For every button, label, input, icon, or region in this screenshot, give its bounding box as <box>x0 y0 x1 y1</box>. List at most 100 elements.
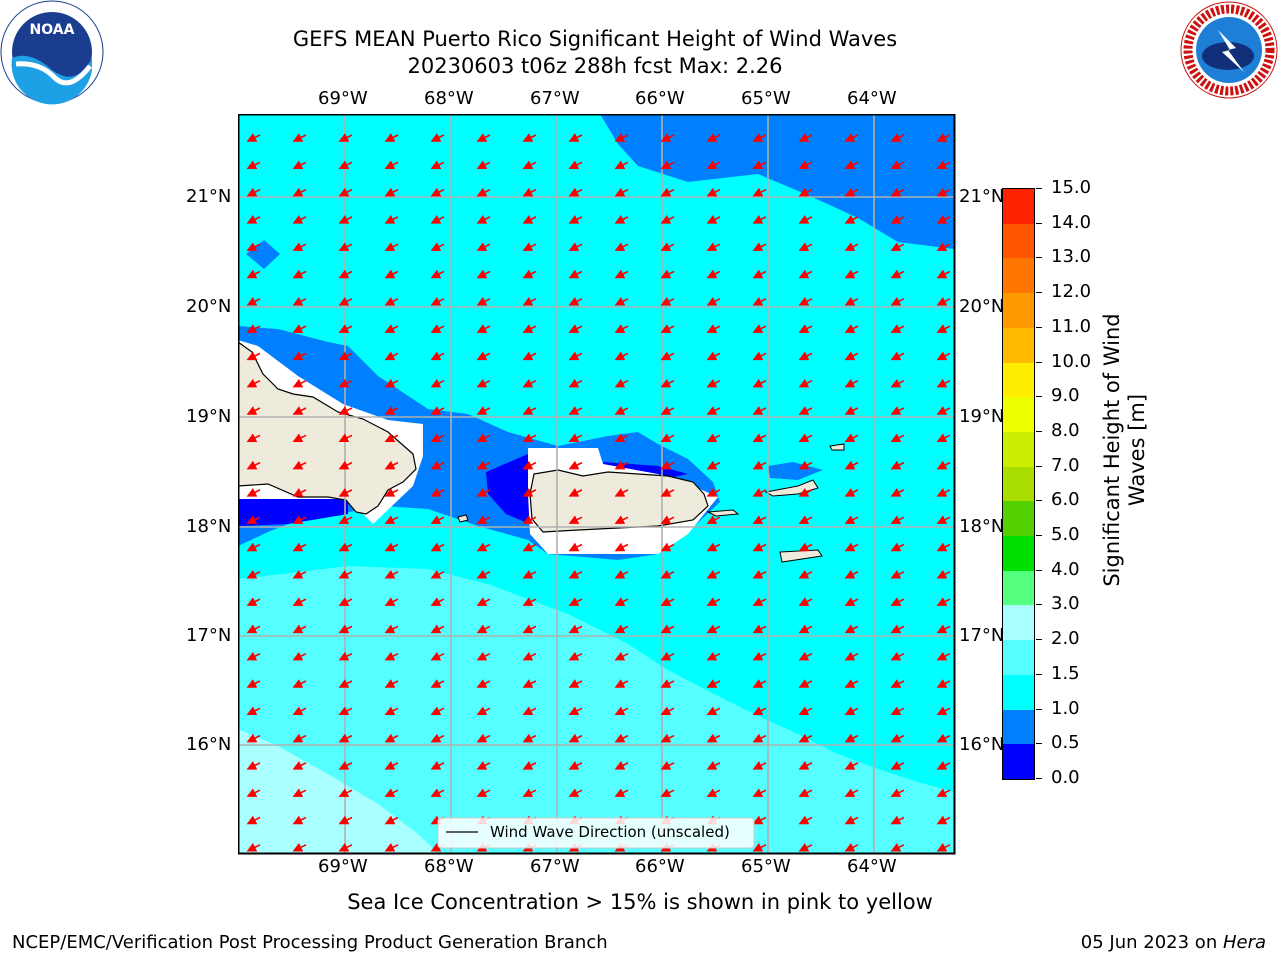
colorbar-tick-label: 13.0 <box>1051 246 1092 268</box>
colorbar-tick-label: 5.0 <box>1051 524 1080 546</box>
wave-direction-arrow <box>798 187 813 197</box>
colorbar-tick-label: 11.0 <box>1051 315 1092 337</box>
wave-direction-arrow <box>614 406 629 415</box>
colorbar-tick-label: 15.0 <box>1051 177 1092 198</box>
wave-direction-arrow <box>568 351 583 361</box>
wave-direction-arrow <box>246 406 261 415</box>
wave-direction-arrow <box>568 187 583 197</box>
colorbar-tick-mark <box>1036 188 1042 189</box>
wave-direction-arrow <box>246 133 261 142</box>
colorbar-segment <box>1003 536 1034 571</box>
wave-direction-arrow <box>384 488 399 497</box>
wave-direction-arrow <box>292 569 307 579</box>
wave-direction-arrow <box>338 460 353 470</box>
wave-direction-arrow <box>430 269 445 279</box>
wave-direction-arrow <box>522 433 537 443</box>
wave-direction-arrow <box>936 187 951 197</box>
wave-direction-arrow <box>844 133 859 142</box>
wave-direction-arrow <box>568 433 583 443</box>
wave-direction-arrow <box>706 324 721 333</box>
wave-direction-arrow <box>292 269 307 279</box>
wave-direction-arrow <box>936 569 951 579</box>
wave-direction-arrow <box>890 269 905 279</box>
wave-direction-arrow <box>384 406 399 415</box>
wave-direction-arrow <box>936 815 951 825</box>
wave-direction-arrow <box>522 406 537 415</box>
wave-direction-arrow <box>936 296 951 306</box>
wave-direction-arrow <box>430 324 445 333</box>
wave-direction-arrow <box>936 378 951 388</box>
wave-direction-arrow <box>844 215 859 224</box>
wave-direction-arrow <box>568 406 583 415</box>
wave-direction-arrow <box>246 160 261 170</box>
wave-direction-arrow <box>936 515 951 524</box>
wave-direction-arrow <box>706 788 721 797</box>
wave-direction-arrow <box>614 515 629 524</box>
wave-direction-arrow <box>614 351 629 361</box>
wave-direction-arrow <box>476 351 491 361</box>
wave-direction-arrow <box>384 242 399 251</box>
wave-direction-arrow <box>522 733 537 743</box>
wave-direction-arrow <box>522 324 537 333</box>
wave-direction-arrow <box>752 242 767 251</box>
wave-direction-arrow <box>338 269 353 279</box>
wave-direction-arrow <box>936 242 951 251</box>
wave-direction-arrow <box>246 215 261 224</box>
lon-label-top-64W: 64°W <box>847 88 897 109</box>
wave-direction-arrow <box>706 706 721 716</box>
wave-direction-arrow <box>430 296 445 306</box>
colorbar-tick-label: 0.5 <box>1051 732 1080 754</box>
wave-direction-arrow <box>522 542 537 552</box>
lat-label-right-20N: 20°N <box>959 296 1005 317</box>
wave-direction-arrow <box>338 378 353 388</box>
colorbar-segment <box>1003 327 1034 363</box>
wave-direction-arrow <box>706 187 721 197</box>
lat-label-left-18N: 18°N <box>186 516 232 537</box>
wave-direction-arrow <box>522 242 537 251</box>
colorbar-tick-mark <box>1036 361 1042 363</box>
wave-direction-arrow <box>752 597 767 606</box>
wave-direction-arrow <box>246 706 261 716</box>
colorbar-tick-label: 8.0 <box>1051 419 1080 441</box>
colorbar-tick-mark <box>1036 673 1042 675</box>
wave-direction-arrow <box>798 679 813 688</box>
wave-direction-arrow <box>338 651 353 661</box>
colorbar-segment <box>1003 640 1034 675</box>
wave-direction-arrow <box>844 815 859 825</box>
wave-direction-arrow <box>890 624 905 634</box>
colorbar-tick-mark <box>1036 396 1042 398</box>
wave-direction-arrow <box>798 351 813 361</box>
wave-direction-arrow <box>798 569 813 579</box>
wave-direction-arrow <box>660 706 675 716</box>
wave-direction-arrow <box>844 706 859 716</box>
wave-direction-arrow <box>246 378 261 388</box>
colorbar-tick-label: 6.0 <box>1051 489 1080 511</box>
wave-direction-arrow <box>568 242 583 251</box>
chart-subtitle: 20230603 t06z 288h fcst Max: 2.26 <box>407 54 783 78</box>
wave-direction-arrow <box>844 242 859 251</box>
wave-direction-arrow <box>292 460 307 470</box>
wave-direction-arrow <box>890 761 905 770</box>
wave-direction-arrow <box>660 351 675 361</box>
wave-direction-arrow <box>246 269 261 279</box>
wave-direction-arrow <box>568 733 583 743</box>
wave-direction-arrow <box>844 651 859 661</box>
colorbar-segment <box>1003 397 1034 432</box>
wave-direction-arrow <box>798 788 813 797</box>
colorbar-tick-label: 4.0 <box>1051 558 1080 580</box>
wave-direction-arrow <box>292 761 307 770</box>
colorbar-tick-mark <box>1036 465 1042 467</box>
colorbar-tick-mark <box>1036 535 1042 537</box>
wave-direction-arrow <box>384 433 399 443</box>
footer-date: 05 Jun 2023 on Hera <box>1081 932 1266 953</box>
wave-direction-arrow <box>890 406 905 415</box>
wave-direction-arrow <box>384 569 399 579</box>
colorbar-tick-label: 10.0 <box>1051 350 1092 372</box>
wave-direction-arrow <box>568 569 583 579</box>
wave-direction-arrow <box>936 679 951 688</box>
wave-direction-arrow <box>844 460 859 470</box>
wave-direction-arrow <box>568 761 583 770</box>
wave-direction-arrow <box>476 187 491 197</box>
colorbar-tick-mark <box>1036 222 1042 224</box>
wave-direction-arrow <box>936 761 951 770</box>
